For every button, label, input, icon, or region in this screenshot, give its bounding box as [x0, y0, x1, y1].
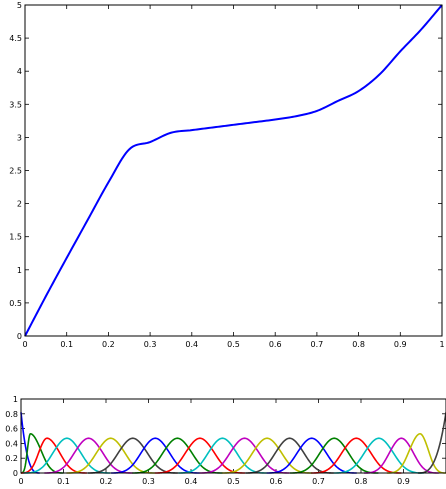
top-y-tick-label: 1.5 [9, 233, 22, 242]
main-curve-line [24, 4, 443, 337]
basis-curve-9 [154, 437, 245, 474]
bottom-y-tick-label: 0.4 [5, 439, 18, 448]
basis-curve-11 [199, 437, 290, 474]
top-x-tick-label: 1 [439, 340, 444, 349]
bottom-x-tick-labels: 0 0.1 0.2 0.3 0.4 0.5 0.6 0.7 0.8 0.9 [18, 477, 409, 486]
top-x-tick-label: 0.7 [311, 340, 324, 349]
bottom-x-tick-label: 0.3 [142, 477, 155, 486]
top-y-tick-label: 3 [17, 133, 22, 142]
bottom-y-tick-label: 1 [13, 395, 18, 404]
top-x-tick-label: 0.2 [102, 340, 115, 349]
bottom-x-tick-label: 0.5 [227, 477, 240, 486]
bottom-chart: 0 0.1 0.2 0.3 0.4 0.5 0.6 0.7 0.8 0.9 00.20.40.60… [5, 395, 446, 486]
basis-curve-16 [311, 437, 402, 474]
top-x-tick-label: 0 [22, 340, 27, 349]
bottom-x-tick-label: 0.1 [57, 477, 70, 486]
basis-curve-19 [386, 432, 446, 474]
bottom-y-tick-label: 0.6 [5, 425, 18, 434]
top-x-tick-label: 0.5 [227, 340, 240, 349]
top-y-tick-label: 2 [17, 200, 22, 209]
bottom-y-tick-label: 0.2 [5, 454, 18, 463]
top-y-tick-labels: 0 0.5 1 1.5 2 2.5 3 3.5 4 4.5 5 [9, 1, 22, 341]
bottom-x-tick-label: 0.2 [100, 477, 113, 486]
top-y-tick-label: 0 [17, 332, 22, 341]
basis-curve-17 [333, 437, 424, 474]
bottom-axes-frame [20, 398, 446, 474]
bottom-x-tick-label: 0.4 [185, 477, 198, 486]
bottom-x-tick-label: 0.9 [397, 477, 410, 486]
top-chart: 0 0.1 0.2 0.3 0.4 0.5 0.6 0.7 0.8 0.9 1 0 0.5 1 1.5 2 2… [9, 1, 444, 349]
basis-curve-15 [290, 437, 379, 474]
basis-curve-18 [363, 437, 439, 474]
top-curves [24, 4, 443, 337]
top-y-tick-label: 4 [17, 67, 22, 76]
top-x-tick-label: 0.1 [60, 340, 73, 349]
basis-curve-12 [222, 437, 313, 474]
top-x-tick-labels: 0 0.1 0.2 0.3 0.4 0.5 0.6 0.7 0.8 0.9 1 [22, 340, 444, 349]
top-x-tick-label: 0.8 [352, 340, 365, 349]
top-x-tick-label: 0.6 [269, 340, 282, 349]
bottom-x-tick-label: 0.8 [355, 477, 368, 486]
top-x-tick-label: 0.3 [144, 340, 157, 349]
top-y-tick-label: 4.5 [9, 34, 22, 43]
bottom-x-tick-label: 0.6 [270, 477, 283, 486]
basis-curve-14 [266, 437, 357, 474]
bottom-x-tick-label: 0.7 [312, 477, 325, 486]
top-axes-frame [24, 4, 443, 337]
basis-curve-10 [178, 437, 267, 474]
top-x-tick-label: 0.4 [185, 340, 198, 349]
top-y-tick-label: 5 [17, 1, 22, 10]
bottom-y-tick-label: 0.8 [5, 410, 18, 419]
top-y-tick-label: 0.5 [9, 299, 22, 308]
top-x-tick-label: 0.9 [394, 340, 407, 349]
bottom-y-tick-label: 0 [13, 469, 18, 478]
basis-curve-6 [87, 437, 178, 474]
basis-curve-13 [245, 437, 334, 474]
top-y-tick-label: 1 [17, 266, 22, 275]
basis-curve-7 [111, 437, 200, 474]
top-y-tick-label: 3.5 [9, 100, 22, 109]
basis-curve-4 [44, 437, 133, 474]
bottom-x-tick-label: 0 [18, 477, 23, 486]
top-y-tick-label: 2.5 [9, 167, 22, 176]
basis-curve-8 [132, 437, 223, 474]
basis-curve-5 [66, 437, 155, 474]
bottom-y-tick-labels: 0 0.2 0.4 0.6 0.8 1 [5, 395, 18, 478]
basis-curve-3 [23, 437, 111, 474]
